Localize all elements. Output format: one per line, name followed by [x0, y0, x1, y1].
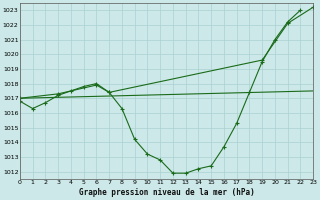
X-axis label: Graphe pression niveau de la mer (hPa): Graphe pression niveau de la mer (hPa)	[79, 188, 254, 197]
